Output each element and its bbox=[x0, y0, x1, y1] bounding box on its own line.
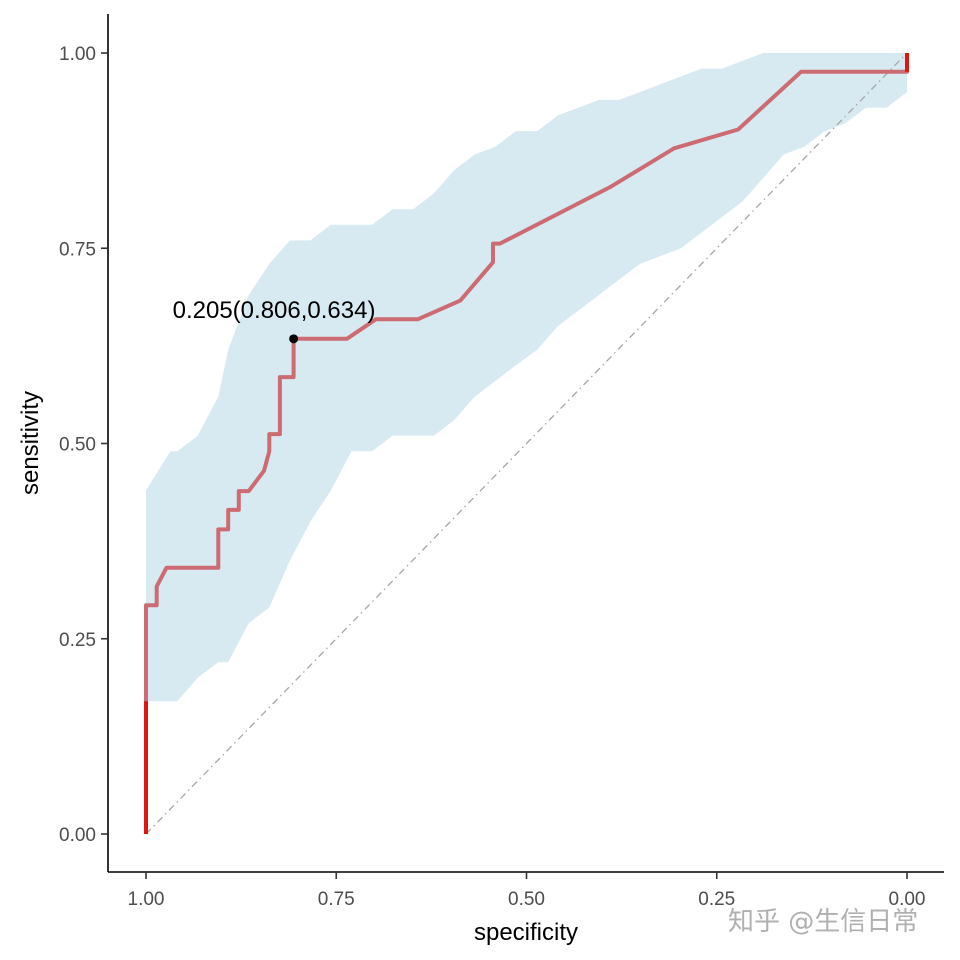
watermark-text: 知乎 @生信日常 bbox=[728, 907, 918, 937]
x-axis-title: specificity bbox=[474, 919, 578, 946]
y-tick-label: 0.25 bbox=[59, 630, 96, 651]
ci-band bbox=[146, 53, 907, 702]
y-axis-title: sensitivity bbox=[17, 391, 44, 495]
reference-diagonal-layer bbox=[145, 52, 908, 835]
y-tick-label: 0.75 bbox=[59, 239, 96, 260]
x-tick-label: 0.50 bbox=[508, 889, 545, 910]
x-tick-label: 1.00 bbox=[128, 889, 165, 910]
x-tick-label: 0.75 bbox=[318, 889, 355, 910]
roc-curve-layer bbox=[144, 53, 909, 834]
best-threshold-point bbox=[289, 334, 299, 344]
watermark: 知乎 @生信日常 bbox=[728, 907, 918, 937]
y-tick-label: 1.00 bbox=[59, 44, 96, 65]
ci-band-layer bbox=[146, 53, 907, 702]
annotation-layer: 0.205(0.806,0.634) bbox=[173, 297, 376, 344]
y-tick-label: 0.00 bbox=[59, 825, 96, 846]
y-tick-label: 0.50 bbox=[59, 435, 96, 456]
x-tick-label: 0.00 bbox=[889, 889, 926, 910]
reference-diagonal bbox=[145, 52, 908, 835]
x-tick-label: 0.25 bbox=[698, 889, 735, 910]
roc-curve-line bbox=[144, 53, 909, 834]
best-threshold-label: 0.205(0.806,0.634) bbox=[173, 297, 376, 324]
ticks-layer: 1.00 0.75 0.50 0.25 0.00 0.00 0.25 0.50 0.75 1.00 bbox=[59, 44, 925, 910]
